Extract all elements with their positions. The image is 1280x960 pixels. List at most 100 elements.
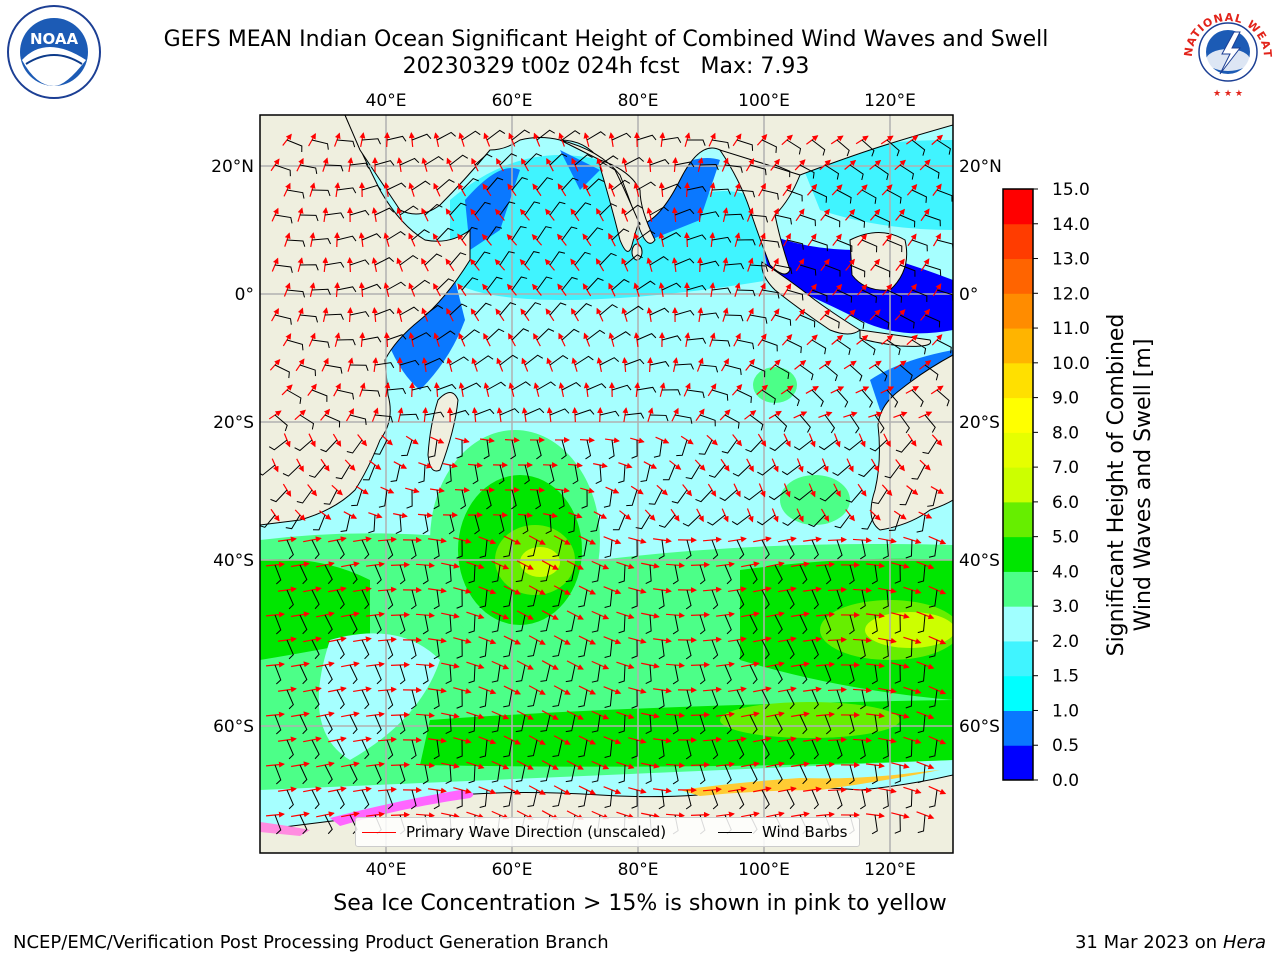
wind-barb bbox=[491, 614, 501, 633]
lat-tick-label: 20°N bbox=[211, 157, 254, 177]
wind-barb bbox=[436, 383, 457, 391]
lat-tick-label: 20°N bbox=[959, 157, 1002, 177]
wind-barb bbox=[515, 714, 526, 733]
chart-subtitle: 20230329 t00z 024h fcst Max: 7.93 bbox=[402, 54, 810, 79]
wind-barb bbox=[711, 287, 732, 294]
wind-barb bbox=[611, 331, 631, 341]
credit-date: 31 Mar 2023 on Hera bbox=[1075, 932, 1266, 954]
wind-barb bbox=[899, 489, 913, 506]
wind-barb bbox=[578, 689, 588, 708]
wind-barb bbox=[631, 639, 638, 659]
wind-barb bbox=[336, 286, 357, 293]
wind-barb bbox=[433, 539, 440, 560]
wind-barb bbox=[374, 614, 382, 635]
wind-barb bbox=[361, 689, 370, 710]
wind-barb bbox=[294, 439, 313, 452]
wind-barb bbox=[936, 389, 950, 407]
wind-barb bbox=[411, 229, 430, 241]
wind-barb bbox=[410, 789, 417, 810]
wind-barb bbox=[861, 339, 876, 356]
wind-barb bbox=[486, 328, 505, 341]
wind-barb bbox=[311, 238, 332, 245]
wind-barb bbox=[336, 235, 357, 242]
colorbar-level-label: 15.0 bbox=[1052, 180, 1090, 200]
wind-barb bbox=[565, 614, 576, 633]
wind-barb bbox=[311, 189, 331, 197]
wind-barb bbox=[540, 664, 551, 682]
wind-barb bbox=[672, 714, 679, 735]
wind-barb bbox=[324, 664, 333, 685]
lon-tick-label: 100°E bbox=[738, 860, 790, 880]
wind-barb bbox=[774, 314, 792, 326]
wind-barb bbox=[361, 336, 382, 343]
wind-barb bbox=[635, 514, 651, 530]
wind-barb bbox=[858, 464, 876, 478]
wave-band-indonesia-low bbox=[760, 230, 953, 334]
wind-barb bbox=[449, 252, 467, 266]
wind-barb bbox=[336, 689, 345, 710]
wind-barb bbox=[917, 714, 926, 734]
wind-barb bbox=[411, 385, 432, 392]
wind-barb bbox=[924, 364, 939, 381]
wind-barb bbox=[661, 282, 682, 291]
wind-barb bbox=[399, 413, 419, 420]
wind-barb bbox=[399, 255, 419, 266]
colorbar-level-label: 0.0 bbox=[1052, 771, 1079, 791]
wind-barb bbox=[410, 739, 417, 760]
wind-barb bbox=[286, 239, 306, 247]
chart-title: GEFS MEAN Indian Ocean Significant Heigh… bbox=[163, 27, 1049, 52]
wind-barb bbox=[399, 359, 420, 366]
wind-barb bbox=[869, 439, 888, 452]
wind-barb bbox=[811, 239, 828, 252]
wave-band-4m-west bbox=[260, 559, 370, 660]
wind-barb bbox=[299, 414, 315, 430]
wind-barb bbox=[761, 539, 770, 560]
wave-direction-arrow bbox=[503, 535, 522, 545]
wind-barb bbox=[479, 689, 488, 709]
wind-barb bbox=[549, 153, 568, 166]
wind-barb bbox=[361, 789, 370, 810]
wind-barb bbox=[724, 213, 744, 220]
wind-barb bbox=[911, 339, 927, 355]
wind-barb bbox=[618, 564, 626, 584]
wind-barb bbox=[324, 164, 344, 172]
wind-barb bbox=[886, 289, 903, 303]
wind-barb bbox=[886, 139, 900, 157]
wind-barb bbox=[661, 183, 682, 191]
wind-barb bbox=[336, 389, 355, 400]
wind-barb bbox=[503, 689, 513, 708]
wind-barb bbox=[270, 489, 288, 503]
wind-barb bbox=[524, 251, 540, 266]
wind-barb bbox=[736, 789, 745, 810]
colorbar-level-label: 6.0 bbox=[1052, 493, 1079, 513]
wind-barb bbox=[658, 789, 665, 810]
wind-barb bbox=[349, 564, 358, 585]
wind-barb bbox=[591, 614, 601, 633]
wind-barb bbox=[503, 639, 513, 658]
wind-barb bbox=[786, 139, 802, 155]
wind-barb bbox=[736, 589, 745, 610]
lon-tick-label: 120°E bbox=[864, 91, 916, 111]
wind-barb bbox=[311, 639, 320, 660]
wind-barb bbox=[474, 514, 480, 535]
wind-barb bbox=[336, 139, 356, 148]
wind-barb bbox=[433, 639, 440, 660]
wind-barb bbox=[422, 714, 429, 735]
wind-barb bbox=[349, 414, 367, 426]
wind-barb bbox=[449, 409, 470, 416]
wind-barb bbox=[586, 227, 604, 241]
wind-barb bbox=[399, 157, 420, 166]
wind-barb bbox=[757, 464, 776, 476]
wind-barb bbox=[860, 639, 866, 660]
wind-barb bbox=[811, 289, 828, 302]
colorbar-level-label: 12.0 bbox=[1052, 284, 1090, 304]
wind-barb bbox=[561, 130, 581, 141]
lat-ticks-right: 20°N 0° 20°S 40°S 60°S bbox=[959, 157, 1002, 737]
wind-barb bbox=[824, 564, 832, 585]
wind-barb bbox=[799, 414, 811, 433]
wind-barb bbox=[844, 439, 863, 451]
wind-barb bbox=[349, 664, 358, 685]
wind-barb bbox=[799, 664, 808, 685]
wind-barb bbox=[711, 236, 732, 243]
wind-barb bbox=[524, 201, 541, 216]
